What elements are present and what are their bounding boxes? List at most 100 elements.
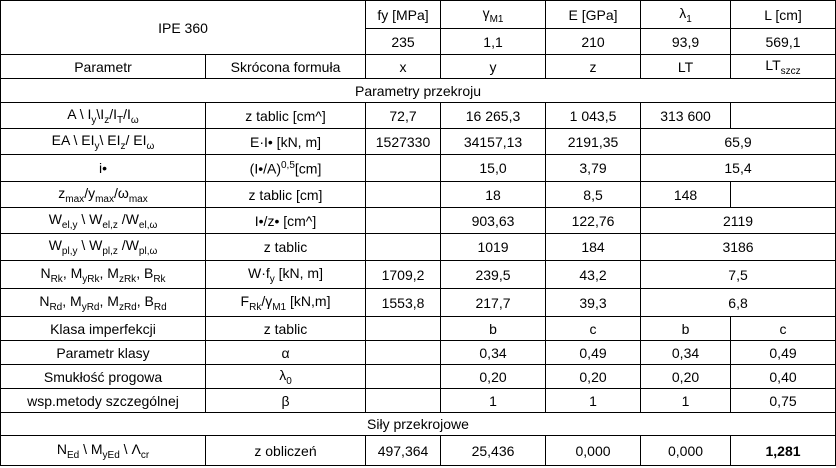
table-cell: 93,9 (640, 28, 732, 55)
text-run: [cm] (294, 160, 322, 177)
table-cell: LT (640, 54, 732, 79)
table-cell: 1,1 (440, 28, 547, 55)
table-cell: Klasa imperfekcji (0, 316, 206, 341)
subscript: z (120, 140, 126, 152)
table-row: i• (I•/A)0,5[cm] 15,0 3,79 15,4 (0, 154, 836, 182)
subscript: Rk (50, 273, 63, 285)
subscript: yEd (102, 449, 120, 461)
text-run: N (40, 264, 51, 281)
text-run: \I (96, 105, 105, 122)
table-cell: E [GPa] (545, 0, 642, 29)
table-cell: 7,5 (640, 260, 836, 289)
table-cell: i• (0, 154, 206, 182)
subscript: M1 (272, 301, 287, 313)
table-cell: γM1 (440, 0, 547, 29)
table-cell: I•/z• [cm^] (204, 207, 367, 234)
table-cell: 39,3 (545, 288, 642, 317)
subscript: T (116, 114, 124, 126)
table-cell: W·fy [kN, m] (204, 260, 367, 289)
table-cell: b (440, 316, 547, 341)
table-cell: α (204, 340, 367, 365)
table-row: NRd, MyRd, MzRd, BRd FRk/γM1 [kN,m] 1553,8… (0, 288, 836, 317)
table-cell: 15,4 (640, 154, 836, 182)
table-row: zmax/ymax/ωmax z tablic [cm] 18 8,5 148 (0, 181, 836, 208)
table-cell: Wpl,y \ Wpl,z /Wpl,ω (0, 233, 206, 261)
table-cell: 184 (545, 233, 642, 261)
table-row: A \ Iy\Iz/IT/Iω z tablic [cm^] 72,7 16 265,… (0, 102, 836, 129)
empty-cell (365, 154, 442, 182)
table-cell: EA \ EIy\ EIz/ EIω (0, 128, 206, 155)
text-run: \ W (77, 237, 103, 254)
table-cell: 239,5 (440, 260, 547, 289)
text-run: /y (84, 184, 96, 201)
empty-cell (730, 102, 836, 129)
text-run: /W (117, 237, 139, 254)
subscript: cr (140, 449, 150, 461)
text-run: [kN,m] (286, 292, 331, 309)
text-run: λ (679, 4, 687, 21)
subscript: Rd (49, 301, 63, 313)
text-run: , B (136, 292, 154, 309)
subscript: el,y (61, 219, 78, 231)
table-cell: z (545, 54, 642, 79)
table-cell: β (204, 388, 367, 413)
table-cell: IPE 360 (0, 0, 367, 55)
table-cell: Smukłość progowa (0, 364, 206, 389)
empty-cell (365, 364, 442, 389)
table-row: Parametr Skrócona formuła x y z LT LTszcz (0, 54, 836, 79)
table-cell: c (730, 316, 836, 341)
table-cell: 25,436 (440, 435, 547, 466)
text-run: /I (123, 105, 131, 122)
text-run: \ M (79, 440, 103, 457)
table-cell: 148 (640, 181, 732, 208)
subscript: Rk (153, 273, 166, 285)
text-run: z (58, 184, 66, 201)
table-cell: 0,34 (640, 340, 732, 365)
table-cell: Parametr klasy (0, 340, 206, 365)
table-cell: 235 (365, 28, 442, 55)
table-row: Siły przekrojowe (0, 412, 836, 436)
table-cell: 0,75 (730, 388, 836, 413)
subscript: el,ω (138, 219, 158, 231)
table-cell: Skrócona formuła (204, 54, 367, 79)
text-run: /γ (261, 292, 273, 309)
text-run: EA \ EI (51, 131, 95, 148)
table-cell: z tablic (204, 233, 367, 261)
text-run: λ (279, 366, 287, 383)
text-run: N (39, 292, 50, 309)
table-cell: z tablic [cm^] (204, 102, 367, 129)
table-cell: 1709,2 (365, 260, 442, 289)
subscript: y (91, 114, 97, 126)
table-cell: z obliczeń (204, 435, 367, 466)
table-cell: wsp.metody szczególnej (0, 388, 206, 413)
table-cell: A \ Iy\Iz/IT/Iω (0, 102, 206, 129)
text-run: , M (99, 264, 119, 281)
table-cell: 18 (440, 181, 547, 208)
table-cell: 313 600 (640, 102, 732, 129)
text-run: [kN, m] (274, 264, 323, 281)
table-cell: z tablic (204, 316, 367, 341)
table-cell: Wel,y \ Wel,z /Wel,ω (0, 207, 206, 234)
table-cell: 1019 (440, 233, 547, 261)
table-cell: z tablic [cm] (204, 181, 367, 208)
table-cell: 0,34 (440, 340, 547, 365)
table-cell: 0,49 (545, 340, 642, 365)
table-cell: 2191,35 (545, 128, 642, 155)
table-cell: 43,2 (545, 260, 642, 289)
table-row: Smukłość progowa λ0 0,20 0,20 0,20 0,40 (0, 364, 836, 389)
empty-cell (365, 233, 442, 261)
table-cell: 3,79 (545, 154, 642, 182)
table-cell: λ0 (204, 364, 367, 389)
subscript: Rd (153, 301, 167, 313)
section-header: Siły przekrojowe (0, 412, 836, 436)
table-cell: λ1 (640, 0, 732, 29)
table-cell: 210 (545, 28, 642, 55)
subscript: y (269, 273, 275, 285)
table-cell: 1 (545, 388, 642, 413)
table-cell: NRd, MyRd, MzRd, BRd (0, 288, 206, 317)
empty-cell (365, 340, 442, 365)
table-cell: c (545, 316, 642, 341)
table-cell: 569,1 (730, 28, 836, 55)
text-run: / EI (125, 131, 147, 148)
